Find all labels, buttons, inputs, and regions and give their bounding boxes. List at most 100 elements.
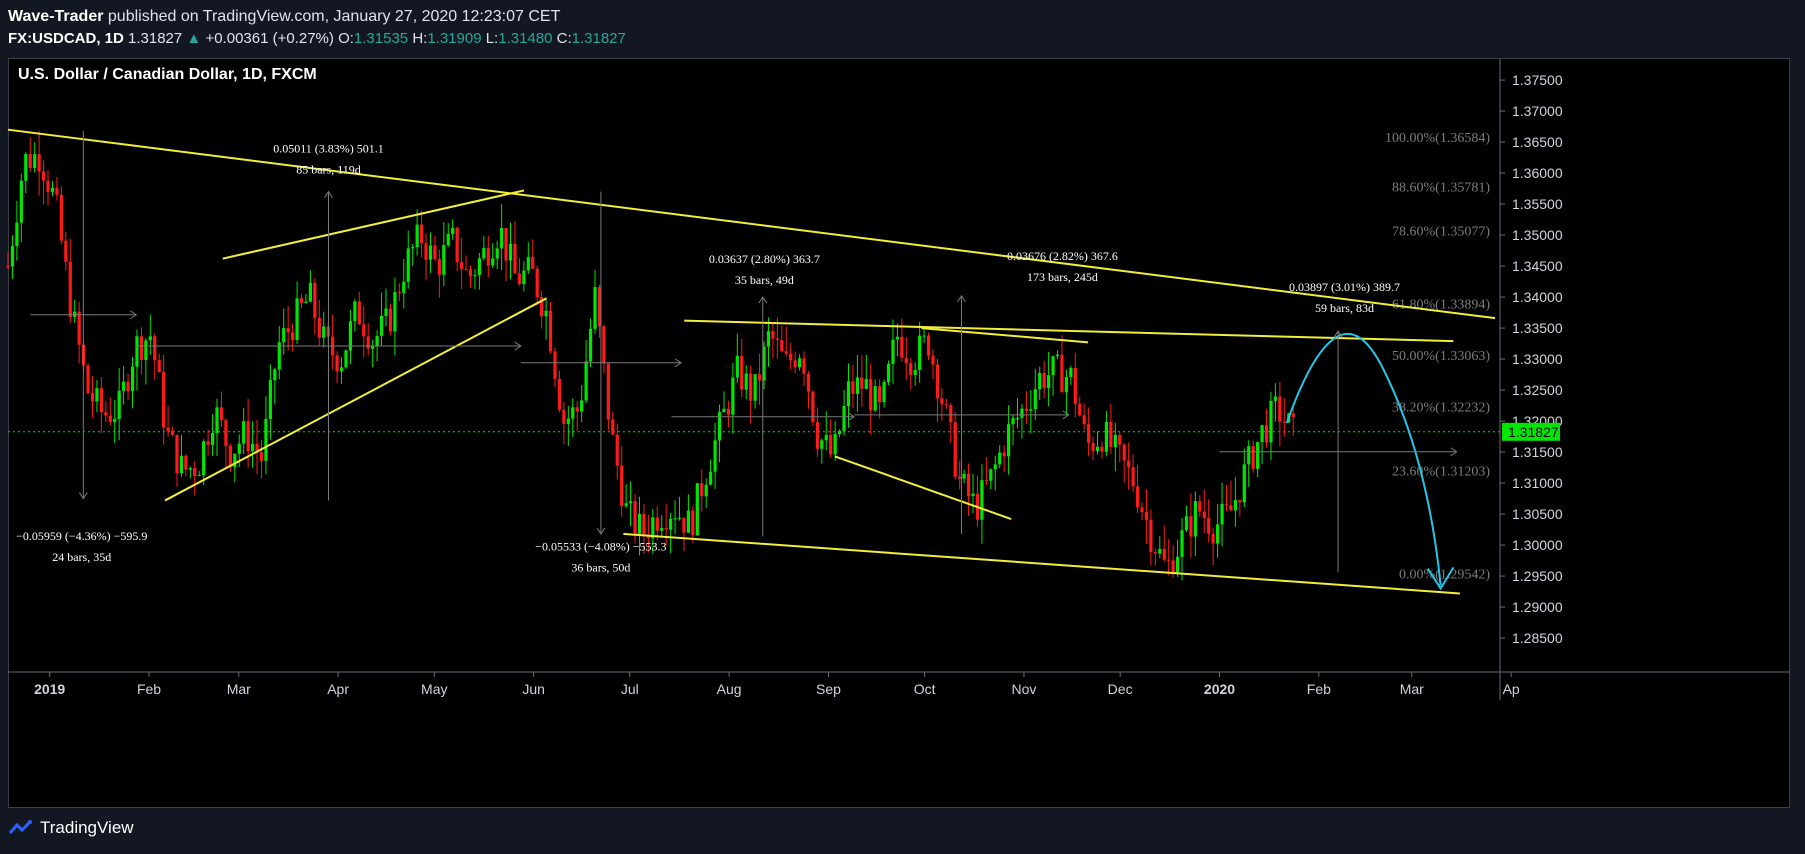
candle-body [962, 473, 966, 479]
candle-body [1060, 354, 1064, 393]
y-tick-label: 1.30500 [1512, 506, 1563, 522]
candle-body [215, 407, 219, 433]
candle-body [233, 453, 237, 468]
main-resistance-line [7, 128, 1496, 320]
candle-body [784, 351, 788, 354]
candle-body [388, 308, 393, 332]
candle-body [366, 336, 370, 349]
candle-body [682, 517, 686, 533]
candle-body [989, 469, 993, 481]
candle-body [1091, 442, 1095, 451]
candle-body [1073, 368, 1077, 404]
high-label: H: [412, 30, 428, 47]
tradingview-footer[interactable]: TradingView [8, 818, 134, 838]
candle-body [517, 273, 522, 285]
candle-body [1122, 444, 1126, 461]
channel-top-line [684, 319, 1454, 343]
measure-label-bars: 36 bars, 50d [571, 561, 630, 575]
candle-body [166, 427, 170, 431]
flag-top-line [921, 327, 1089, 344]
candle-body [179, 455, 184, 474]
candle-body [77, 311, 81, 345]
x-tick-label: 2019 [34, 681, 65, 697]
candle-body [1082, 415, 1086, 425]
candle-body [402, 281, 406, 294]
candle-body [966, 473, 971, 497]
candle-body [175, 434, 179, 474]
candle-body [806, 373, 811, 392]
candle-body [415, 224, 419, 248]
candle-body [593, 287, 597, 329]
candle-body [562, 409, 566, 424]
candle-body [571, 407, 575, 419]
x-tick-label: Mar [1400, 681, 1424, 697]
candle-body [775, 338, 779, 341]
candle-body [1135, 486, 1140, 508]
candle-body [1229, 505, 1233, 511]
candle-body [918, 335, 922, 370]
measure-label-bars: 173 bars, 245d [1027, 270, 1098, 284]
y-tick-label: 1.34500 [1512, 258, 1563, 274]
candle-body [50, 187, 55, 192]
measure-arrow-icon [324, 190, 333, 198]
candle-body [1038, 372, 1042, 390]
candle-body [624, 503, 628, 507]
candle-body [1207, 517, 1211, 534]
candle-body [926, 335, 931, 356]
candle-body [700, 483, 704, 497]
candle-body [491, 258, 495, 266]
candle-body [597, 287, 602, 327]
candle-body [1273, 396, 1278, 401]
close-value: 1.31827 [571, 30, 626, 47]
candle-body [566, 418, 570, 424]
publish-header: Wave-Trader published on TradingView.com… [0, 0, 1805, 58]
measure-arrow-icon [1062, 410, 1070, 420]
candle-body [1171, 560, 1175, 575]
candle-body [299, 298, 304, 303]
y-tick-label: 1.29500 [1512, 568, 1563, 584]
measure-label-value: −0.05533 (−4.08%) −553.3 [535, 540, 666, 554]
author-name[interactable]: Wave-Trader [8, 8, 104, 25]
candle-body [1238, 500, 1242, 503]
candle-body [1184, 516, 1189, 531]
measure-label-bars: 24 bars, 35d [52, 550, 111, 564]
measure-arrow-icon [847, 412, 856, 422]
publish-line: Wave-Trader published on TradingView.com… [8, 8, 560, 26]
candle-body [170, 430, 175, 435]
candle-body [442, 245, 446, 275]
candle-body [286, 328, 290, 333]
candle-body [998, 452, 1002, 465]
candle-body [704, 484, 708, 497]
candle-body [255, 443, 259, 453]
candle-body [473, 274, 477, 277]
candle-body [126, 381, 130, 392]
candle-body [602, 326, 606, 364]
published-text: published on TradingView.com, January 27… [103, 8, 561, 25]
candle-body [117, 390, 121, 419]
candle-body [1118, 434, 1122, 445]
measure-arrow-icon [758, 296, 768, 304]
fib-level-label: 100.00%(1.36584) [1385, 131, 1490, 146]
candle-body [651, 517, 655, 539]
candle-body [691, 510, 695, 536]
candle-body [1104, 422, 1109, 452]
candle-body [717, 412, 722, 441]
x-tick-label: Nov [1012, 681, 1037, 697]
y-tick-label: 1.36000 [1512, 165, 1563, 181]
chart-frame[interactable] [8, 58, 1790, 808]
candle-body [162, 372, 166, 428]
measure-arrow-icon [514, 341, 522, 351]
candle-body [148, 336, 152, 341]
candle-body [1144, 511, 1149, 520]
candle-body [726, 408, 731, 415]
candle-body [722, 408, 726, 413]
candle-body [815, 422, 819, 449]
candle-body [264, 419, 268, 461]
candle-body [1127, 460, 1131, 468]
candle-body [677, 517, 682, 519]
candle-body [1006, 424, 1011, 457]
candle-body [1269, 400, 1273, 443]
candle-body [540, 297, 544, 317]
measure-label-bars: 59 bars, 83d [1315, 301, 1374, 315]
